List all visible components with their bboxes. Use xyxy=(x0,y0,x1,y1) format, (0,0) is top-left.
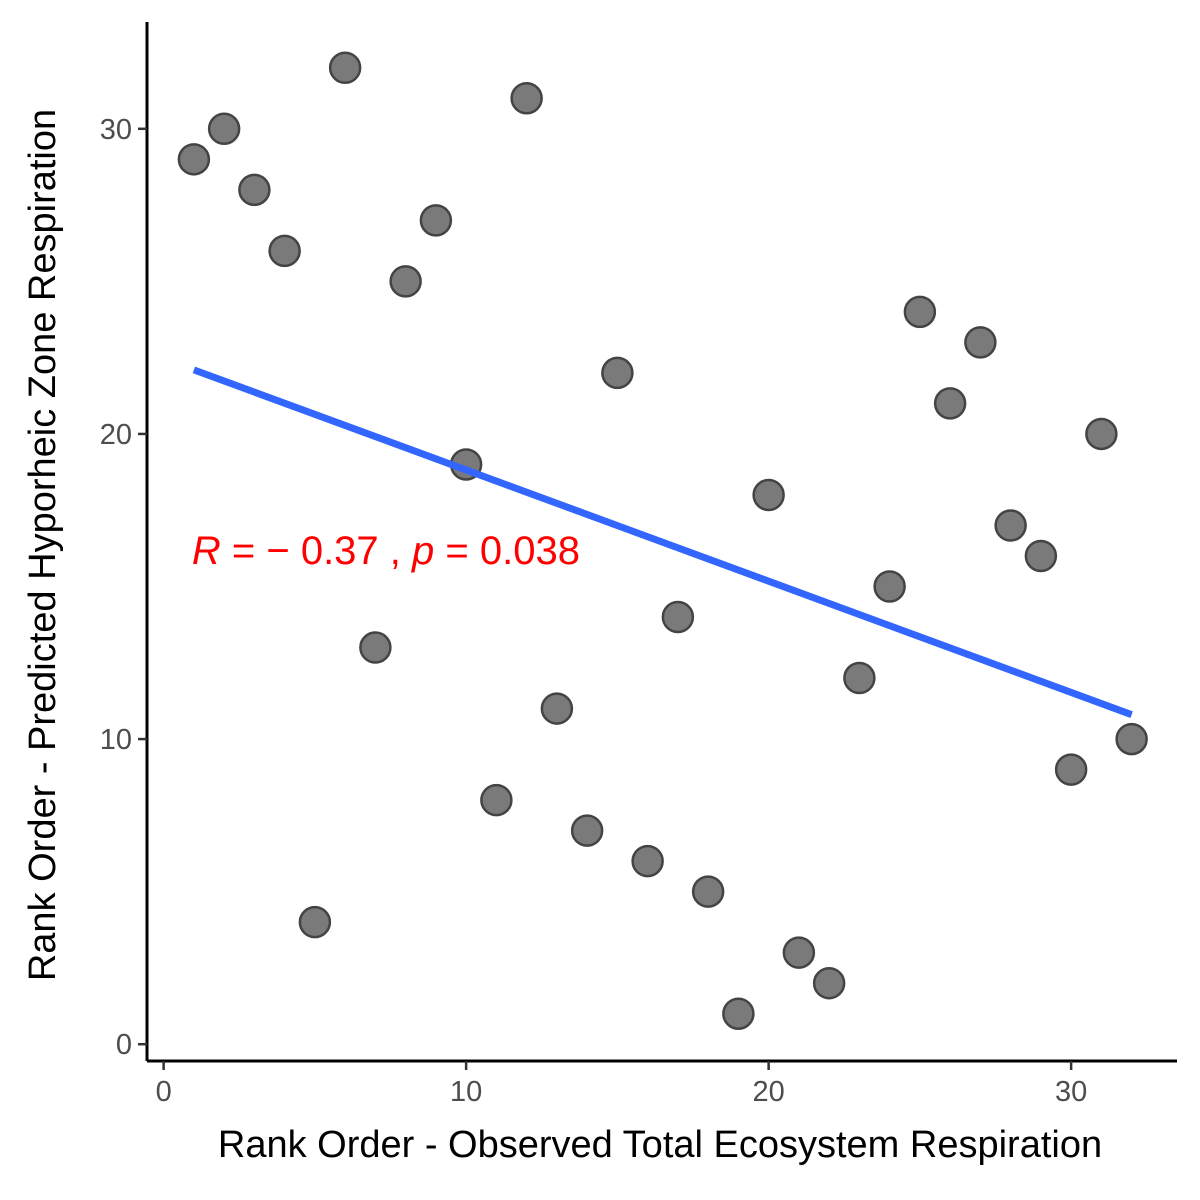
y-tick-label: 30 xyxy=(100,114,132,146)
data-point xyxy=(510,82,543,115)
data-point xyxy=(540,692,574,725)
data-point xyxy=(691,875,725,908)
p-value: = 0.038 xyxy=(434,529,580,573)
x-tick-label: 0 xyxy=(156,1076,172,1108)
data-point xyxy=(903,295,937,329)
data-point xyxy=(328,51,362,85)
data-point xyxy=(1024,539,1058,573)
r-symbol: R xyxy=(192,529,221,573)
x-tick-label: 10 xyxy=(450,1076,482,1108)
data-point xyxy=(268,234,301,268)
y-axis-title: Rank Order - Predicted Hyporheic Zone Re… xyxy=(22,109,64,981)
p-symbol: p xyxy=(411,529,434,573)
data-point xyxy=(752,478,785,512)
data-point xyxy=(207,112,241,146)
data-point xyxy=(238,173,271,207)
x-axis-title: Rank Order - Observed Total Ecosystem Re… xyxy=(218,1124,1102,1166)
y-axis-ticks: 0 10 20 30 xyxy=(100,114,147,1061)
regression-line-layer xyxy=(192,366,1133,718)
regression-line xyxy=(192,366,1133,718)
data-point xyxy=(1054,753,1088,786)
data-point xyxy=(298,905,332,939)
data-point xyxy=(570,814,604,847)
data-point xyxy=(933,387,967,420)
data-point xyxy=(480,783,513,817)
axes xyxy=(145,22,1177,1063)
data-point xyxy=(1115,722,1148,756)
data-points xyxy=(177,51,1148,1030)
data-point xyxy=(419,204,453,237)
data-point xyxy=(843,661,876,695)
data-point xyxy=(359,631,392,664)
data-point xyxy=(601,356,634,390)
data-point xyxy=(964,326,997,359)
x-tick-label: 30 xyxy=(1055,1076,1087,1108)
r-value: = − 0.37 , xyxy=(221,529,412,573)
data-point xyxy=(177,143,211,176)
data-point xyxy=(389,265,422,298)
data-point xyxy=(722,997,755,1030)
y-tick-label: 0 xyxy=(116,1029,132,1061)
correlation-annotation: R = − 0.37 , p = 0.038 xyxy=(192,529,580,573)
data-point xyxy=(661,600,695,634)
x-tick-label: 20 xyxy=(752,1076,784,1108)
data-point xyxy=(812,966,846,1000)
y-tick-label: 20 xyxy=(100,419,132,451)
data-point xyxy=(782,936,816,969)
x-axis-ticks: 0 10 20 30 xyxy=(156,1061,1087,1108)
data-point xyxy=(994,509,1027,542)
data-point xyxy=(1085,417,1118,451)
data-point xyxy=(873,570,906,603)
data-point xyxy=(631,844,664,878)
y-tick-label: 10 xyxy=(100,724,132,756)
